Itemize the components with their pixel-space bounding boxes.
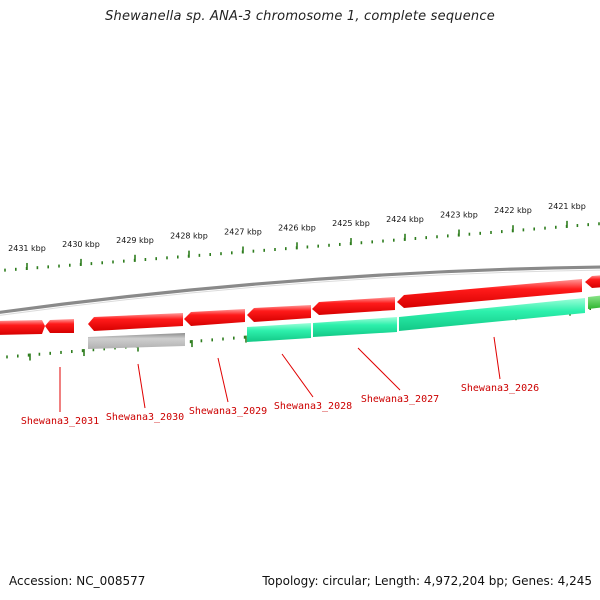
cds-feature[interactable] bbox=[88, 313, 183, 331]
cds-feature[interactable] bbox=[45, 319, 74, 333]
gene-label: Shewana3_2031 bbox=[21, 416, 99, 427]
gene-label: Shewana3_2026 bbox=[461, 383, 539, 394]
ruler-tick-label: 2430 kbp bbox=[62, 240, 100, 249]
leader-line bbox=[281, 353, 314, 398]
leader-line bbox=[217, 357, 229, 403]
gene-labels: Shewana3_2031 Shewana3_2030 Shewana3_2029 S… bbox=[21, 383, 539, 427]
cds-feature[interactable] bbox=[0, 320, 45, 335]
cds-feature[interactable] bbox=[247, 305, 311, 322]
ruler-tick-label: 2428 kbp bbox=[170, 232, 208, 241]
gene-label: Shewana3_2029 bbox=[189, 406, 267, 417]
ruler-tick-label: 2429 kbp bbox=[116, 236, 154, 245]
outer-ruler-labels: 2431 kbp 2430 kbp 2429 kbp 2428 kbp 2427 kbp… bbox=[8, 202, 586, 253]
cds-feature[interactable] bbox=[585, 275, 600, 288]
backbone-inner bbox=[0, 269, 600, 316]
leader-line bbox=[493, 336, 501, 380]
topology-stats: Topology: circular; Length: 4,972,204 bp… bbox=[262, 574, 592, 588]
cds-feature[interactable] bbox=[184, 309, 245, 326]
rna-feature[interactable] bbox=[313, 317, 397, 337]
cds-feature[interactable] bbox=[397, 279, 582, 308]
ruler-tick-label: 2422 kbp bbox=[494, 206, 532, 215]
accession-text: Accession: NC_008577 bbox=[9, 574, 146, 588]
rna-feature[interactable] bbox=[399, 298, 585, 331]
ruler-tick-label: 2423 kbp bbox=[440, 211, 478, 220]
ruler-tick-label: 2427 kbp bbox=[224, 227, 262, 236]
rna-feature[interactable] bbox=[247, 323, 311, 342]
misc-feature[interactable] bbox=[588, 295, 600, 309]
cds-feature[interactable] bbox=[312, 297, 395, 315]
gene-label: Shewana3_2028 bbox=[274, 401, 352, 412]
gene-label: Shewana3_2027 bbox=[361, 394, 439, 405]
ruler-tick-label: 2425 kbp bbox=[332, 219, 370, 228]
ruler-tick-label: 2431 kbp bbox=[8, 244, 46, 253]
gene-label: Shewana3_2030 bbox=[106, 412, 184, 423]
ruler-tick-label: 2421 kbp bbox=[548, 202, 586, 211]
leader-line bbox=[137, 363, 146, 409]
backbone-outer bbox=[0, 265, 600, 314]
map-title: Shewanella sp. ANA-3 chromosome 1, compl… bbox=[105, 9, 495, 24]
ruler-tick-label: 2426 kbp bbox=[278, 223, 316, 232]
pseudogene-feature[interactable] bbox=[88, 333, 185, 349]
ruler-tick-label: 2424 kbp bbox=[386, 215, 424, 224]
gene-label-leaders bbox=[59, 336, 501, 412]
leader-line bbox=[357, 347, 401, 391]
outer-ruler bbox=[4, 220, 600, 272]
